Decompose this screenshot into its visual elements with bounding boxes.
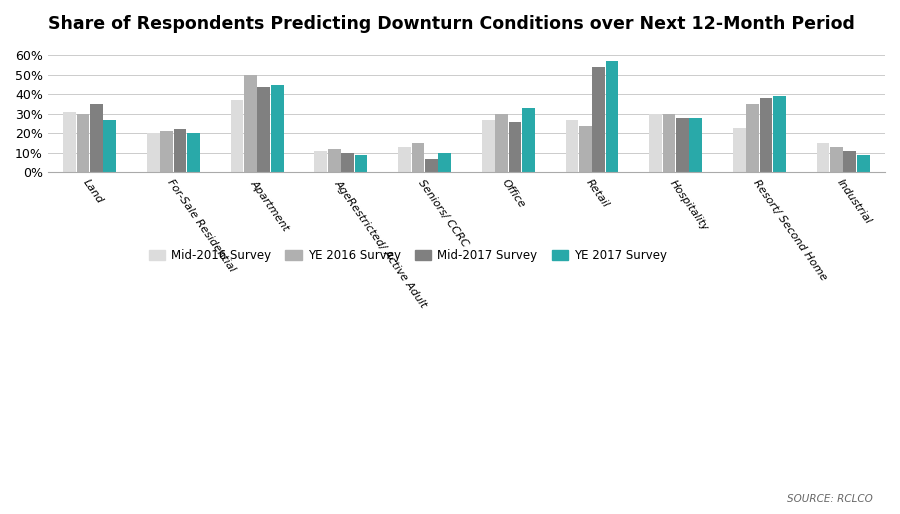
Bar — [606, 61, 618, 172]
Bar — [830, 147, 842, 172]
Bar — [187, 133, 200, 172]
Text: Share of Respondents Predicting Downturn Conditions over Next 12-Month Period: Share of Respondents Predicting Downturn… — [48, 15, 855, 33]
Bar — [328, 149, 340, 172]
Bar — [662, 114, 675, 172]
Bar — [857, 155, 869, 172]
Bar — [425, 159, 437, 172]
Bar — [438, 153, 451, 172]
Bar — [314, 151, 327, 172]
Bar — [760, 98, 772, 172]
Bar — [257, 86, 270, 172]
Bar — [174, 130, 186, 172]
Bar — [355, 155, 367, 172]
Bar — [495, 114, 508, 172]
Bar — [816, 143, 830, 172]
Bar — [733, 127, 746, 172]
Bar — [482, 120, 495, 172]
Bar — [244, 75, 256, 172]
Bar — [63, 112, 76, 172]
Bar — [689, 118, 702, 172]
Bar — [676, 118, 688, 172]
Legend: Mid-2016 Survey, YE 2016 Survey, Mid-2017 Survey, YE 2017 Survey: Mid-2016 Survey, YE 2016 Survey, Mid-201… — [144, 244, 671, 267]
Bar — [508, 122, 521, 172]
Bar — [649, 114, 662, 172]
Bar — [843, 151, 856, 172]
Bar — [104, 120, 116, 172]
Bar — [746, 104, 759, 172]
Bar — [271, 85, 284, 172]
Bar — [147, 133, 159, 172]
Bar — [160, 132, 173, 172]
Bar — [341, 153, 354, 172]
Bar — [592, 67, 605, 172]
Bar — [398, 147, 410, 172]
Bar — [579, 125, 591, 172]
Bar — [565, 120, 579, 172]
Bar — [90, 104, 103, 172]
Text: SOURCE: RCLCO: SOURCE: RCLCO — [788, 494, 873, 504]
Bar — [230, 100, 243, 172]
Bar — [76, 114, 89, 172]
Bar — [773, 96, 786, 172]
Bar — [522, 108, 535, 172]
Bar — [411, 143, 424, 172]
